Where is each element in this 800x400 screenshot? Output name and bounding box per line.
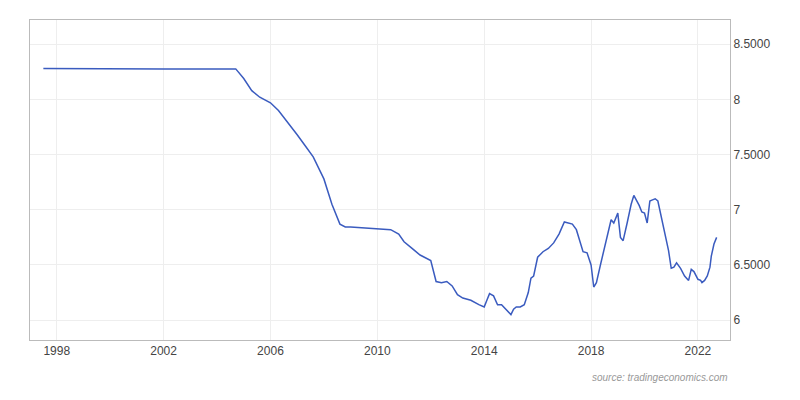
svg-text:2018: 2018 [578,344,605,358]
svg-text:2010: 2010 [364,344,391,358]
svg-text:7: 7 [733,203,740,217]
svg-text:8.5000: 8.5000 [733,37,770,51]
svg-text:source: tradingeconomics.com: source: tradingeconomics.com [592,372,728,383]
svg-text:2006: 2006 [257,344,284,358]
svg-text:2014: 2014 [471,344,498,358]
svg-text:2002: 2002 [150,344,177,358]
svg-text:6: 6 [733,313,740,327]
svg-text:2022: 2022 [685,344,712,358]
svg-text:6.5000: 6.5000 [733,258,770,272]
svg-text:7.5000: 7.5000 [733,148,770,162]
svg-text:1998: 1998 [43,344,70,358]
svg-text:8: 8 [733,93,740,107]
